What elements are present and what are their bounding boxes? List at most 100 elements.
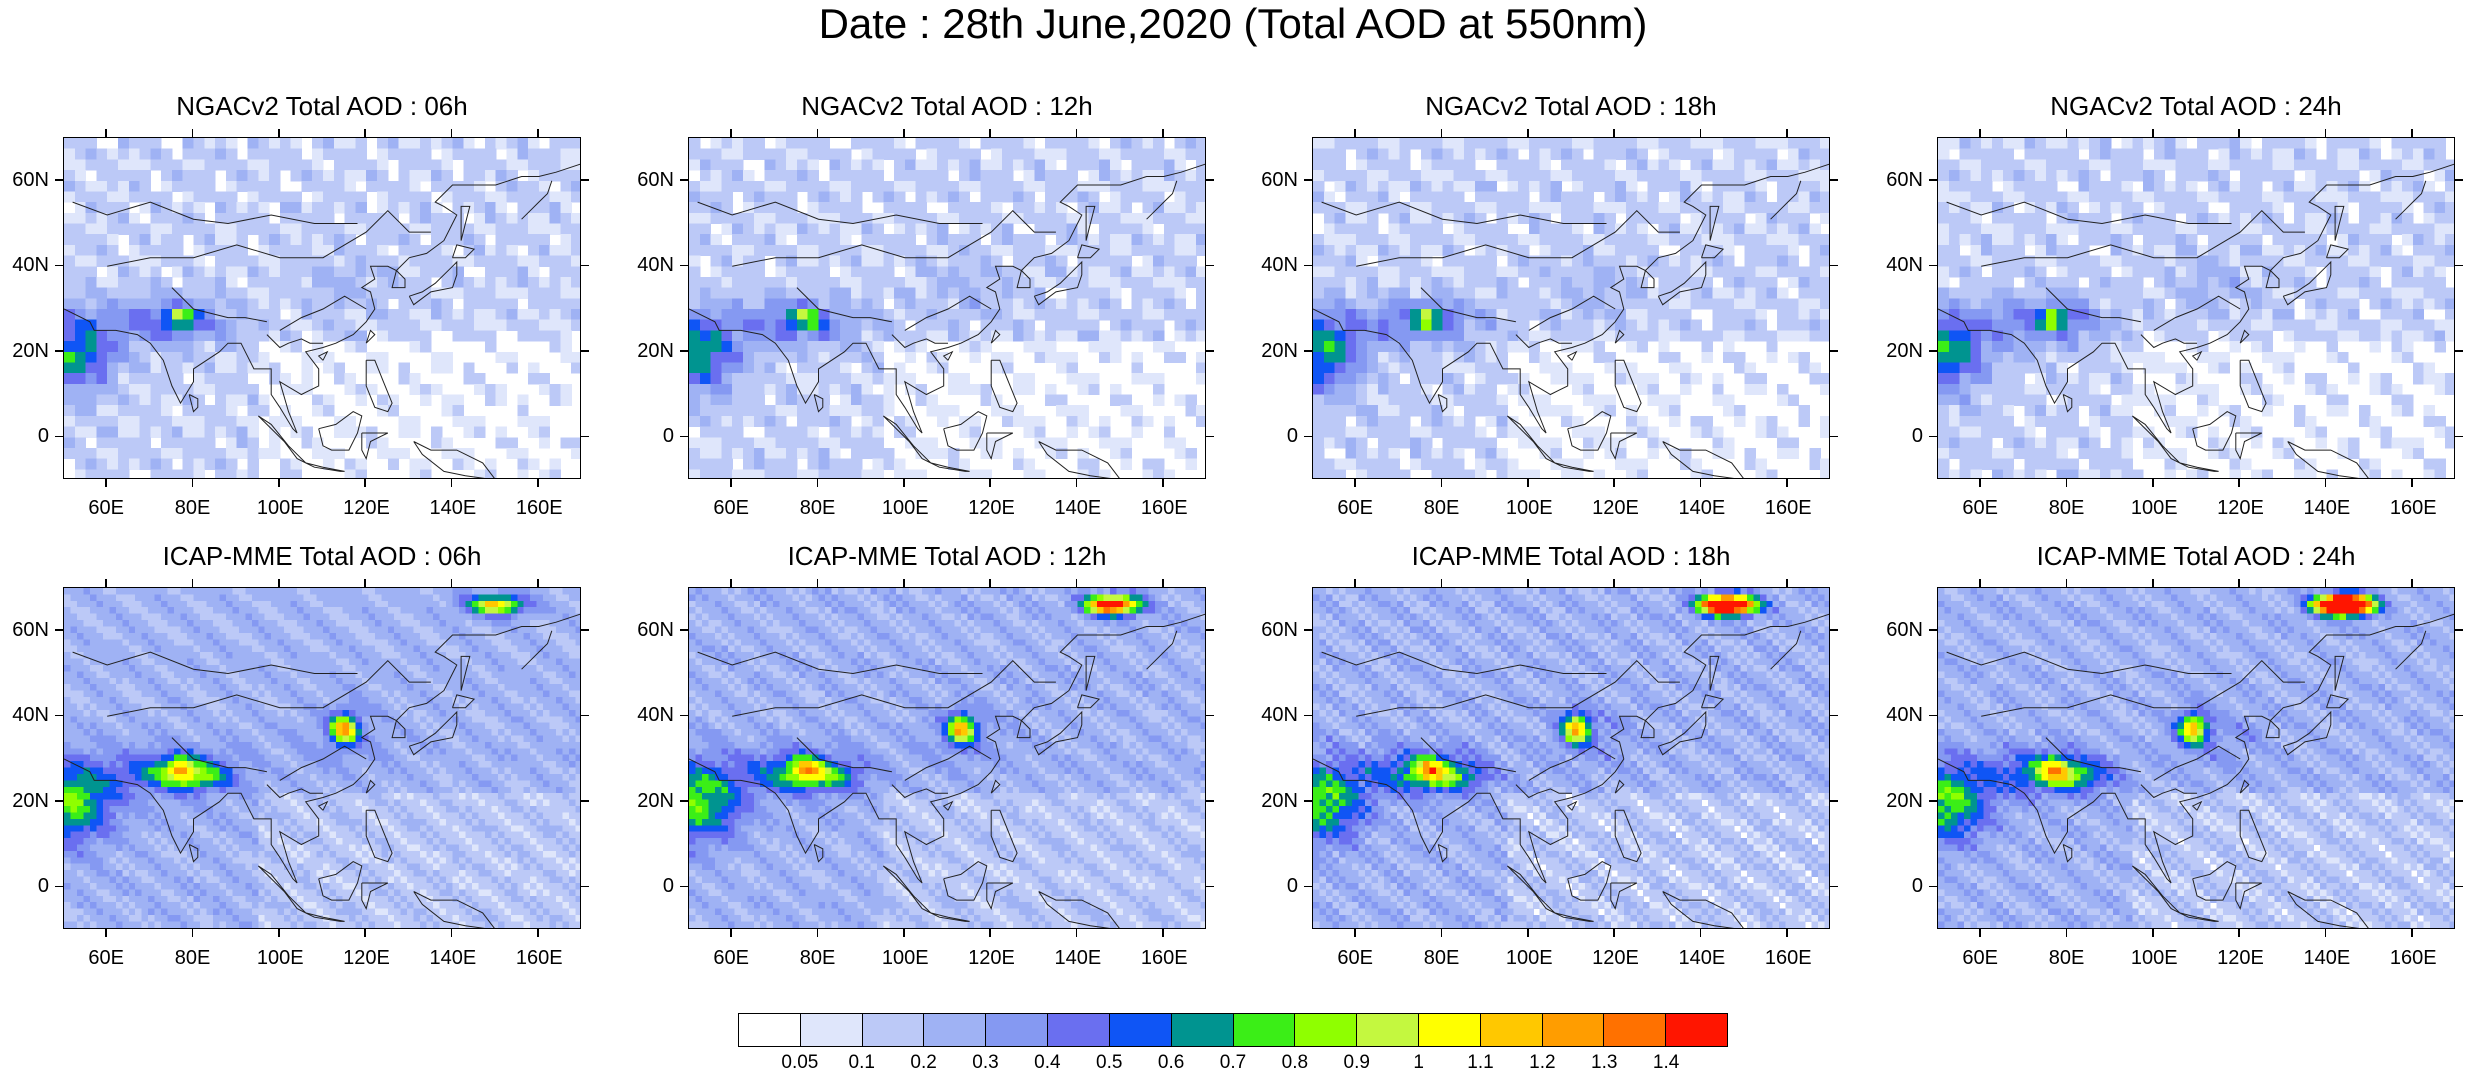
lon-tick-mark — [2066, 929, 2068, 937]
colorbar-label: 0.5 — [1096, 1053, 1122, 1073]
lon-tick-label: 80E — [796, 947, 840, 969]
lon-tick-label: 120E — [968, 947, 1012, 969]
colorbar-label: 0.3 — [972, 1053, 998, 1073]
lon-tick-mark — [1786, 929, 1788, 937]
lon-tick-label: 100E — [1506, 947, 1550, 969]
lon-tick-mark — [1076, 579, 1078, 587]
colorbar-swatch — [1604, 1014, 1666, 1046]
lat-tick-label: 60N — [12, 619, 49, 641]
lat-tick-mark — [55, 715, 63, 717]
lon-tick-mark — [278, 129, 280, 137]
colorbar-label: 0.1 — [849, 1053, 875, 1073]
lat-tick-mark — [581, 629, 589, 631]
lon-tick-mark — [2238, 479, 2240, 487]
aod-field — [1938, 138, 2455, 479]
lon-tick-label: 60E — [1333, 947, 1377, 969]
lon-tick-mark — [2325, 479, 2327, 487]
lon-tick-mark — [2238, 929, 2240, 937]
lon-tick-mark — [730, 479, 732, 487]
colorbar-label: 0.4 — [1034, 1053, 1060, 1073]
lon-tick-label: 120E — [343, 947, 387, 969]
lon-tick-mark — [1527, 479, 1529, 487]
panel-title: NGACv2 Total AOD : 24h — [1937, 91, 2455, 121]
lon-tick-label: 120E — [1592, 947, 1636, 969]
lat-tick-label: 0 — [663, 425, 674, 447]
lon-tick-label: 140E — [1055, 947, 1099, 969]
lon-tick-mark — [1979, 479, 1981, 487]
lat-tick-mark — [1830, 800, 1838, 802]
lon-tick-mark — [1162, 129, 1164, 137]
colorbar-swatch — [1666, 1014, 1727, 1046]
lon-tick-mark — [1354, 129, 1356, 137]
lat-tick-mark — [581, 886, 589, 888]
aod-field — [689, 588, 1206, 929]
lon-tick-label: 100E — [882, 497, 926, 519]
panel-title: ICAP-MME Total AOD : 18h — [1312, 541, 1830, 571]
lat-tick-label: 0 — [1912, 875, 1923, 897]
map-panel — [1937, 587, 2455, 929]
lon-tick-mark — [2411, 579, 2413, 587]
panel-title: NGACv2 Total AOD : 18h — [1312, 91, 1830, 121]
lon-tick-label: 140E — [2304, 947, 2348, 969]
lat-tick-label: 20N — [637, 340, 674, 362]
lat-tick-mark — [1206, 436, 1214, 438]
lat-tick-mark — [1830, 179, 1838, 181]
lat-tick-label: 0 — [38, 875, 49, 897]
lon-tick-label: 80E — [171, 497, 215, 519]
lat-tick-mark — [581, 179, 589, 181]
colorbar-label: 1.3 — [1591, 1053, 1617, 1073]
colorbar-swatch — [1481, 1014, 1543, 1046]
lat-tick-mark — [581, 350, 589, 352]
lat-tick-mark — [1929, 179, 1937, 181]
lat-tick-mark — [2455, 350, 2463, 352]
lon-tick-mark — [1700, 929, 1702, 937]
lon-tick-mark — [1786, 579, 1788, 587]
map-panel — [1312, 587, 1830, 929]
lat-tick-mark — [55, 629, 63, 631]
lat-tick-mark — [581, 265, 589, 267]
colorbar-label: 0.8 — [1282, 1053, 1308, 1073]
lat-tick-mark — [2455, 629, 2463, 631]
lat-tick-label: 20N — [1886, 790, 1923, 812]
lon-tick-label: 80E — [171, 947, 215, 969]
panel-title: NGACv2 Total AOD : 06h — [63, 91, 581, 121]
lat-tick-label: 0 — [663, 875, 674, 897]
lon-tick-label: 160E — [516, 947, 560, 969]
lat-tick-label: 60N — [12, 169, 49, 191]
lon-tick-label: 140E — [1679, 947, 1723, 969]
lon-tick-mark — [192, 129, 194, 137]
lon-tick-mark — [817, 129, 819, 137]
lon-tick-mark — [2152, 929, 2154, 937]
lon-tick-mark — [730, 579, 732, 587]
colorbar-label: 0.6 — [1158, 1053, 1184, 1073]
lon-tick-label: 140E — [2304, 497, 2348, 519]
lat-tick-mark — [680, 629, 688, 631]
lon-tick-mark — [730, 929, 732, 937]
panel-title: NGACv2 Total AOD : 12h — [688, 91, 1206, 121]
lon-tick-mark — [989, 479, 991, 487]
lat-tick-mark — [581, 436, 589, 438]
lon-tick-label: 80E — [796, 497, 840, 519]
lon-tick-mark — [364, 479, 366, 487]
lon-tick-mark — [817, 479, 819, 487]
aod-field — [1938, 588, 2455, 929]
lon-tick-mark — [1076, 929, 1078, 937]
lon-tick-mark — [1613, 579, 1615, 587]
lat-tick-mark — [55, 436, 63, 438]
colorbar-label: 1.1 — [1467, 1053, 1493, 1073]
lon-tick-mark — [2152, 579, 2154, 587]
lon-tick-mark — [1613, 929, 1615, 937]
lon-tick-mark — [537, 579, 539, 587]
lat-tick-label: 20N — [1261, 790, 1298, 812]
lat-tick-mark — [1830, 629, 1838, 631]
lon-tick-mark — [989, 929, 991, 937]
lon-tick-mark — [2238, 129, 2240, 137]
map-panel — [688, 137, 1206, 479]
lat-tick-mark — [1830, 436, 1838, 438]
lat-tick-mark — [1304, 715, 1312, 717]
lon-tick-mark — [817, 579, 819, 587]
lon-tick-mark — [192, 929, 194, 937]
lon-tick-mark — [1613, 129, 1615, 137]
colorbar-label: 0.9 — [1344, 1053, 1370, 1073]
lon-tick-mark — [451, 129, 453, 137]
